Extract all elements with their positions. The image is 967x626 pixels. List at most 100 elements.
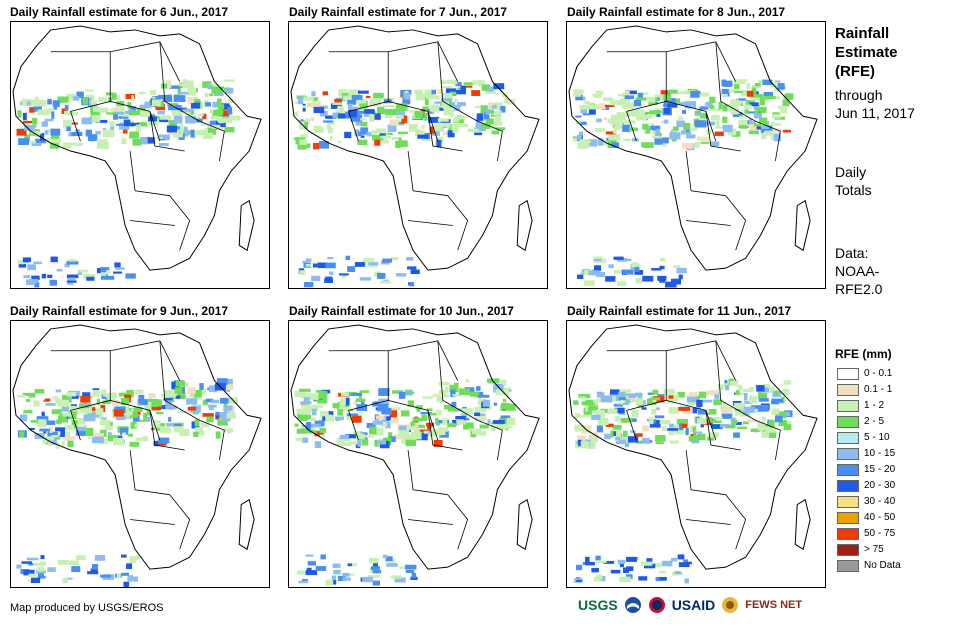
fewsnet-logo-text: FEWS NET <box>745 599 803 611</box>
rainfall-cell <box>422 106 429 112</box>
rainfall-cell <box>312 263 323 268</box>
rainfall-cell <box>60 430 65 437</box>
rainfall-cell <box>745 124 754 128</box>
rainfall-cell <box>585 407 589 412</box>
rainfall-cell <box>614 407 625 414</box>
legend-item: 10 - 15 <box>837 446 901 461</box>
rainfall-cell <box>120 410 130 418</box>
rainfall-cell <box>392 120 404 127</box>
rainfall-cell <box>469 391 480 397</box>
rainfall-cell <box>782 129 791 133</box>
rainfall-cell <box>387 135 391 139</box>
rainfall-cell <box>71 566 81 573</box>
rainfall-cell <box>331 575 336 581</box>
rainfall-cell <box>155 411 164 415</box>
rainfall-cell <box>596 425 603 433</box>
rainfall-cell <box>160 83 168 89</box>
country-border <box>50 51 111 112</box>
rainfall-cell <box>174 387 183 394</box>
product-title: Rainfall Estimate (RFE) <box>835 24 898 81</box>
rainfall-cell <box>619 561 624 568</box>
rainfall-cell <box>649 420 661 428</box>
country-border <box>427 111 463 152</box>
rainfall-cell <box>211 399 220 404</box>
rainfall-cell <box>47 431 58 437</box>
rainfall-cell <box>296 408 305 416</box>
rainfall-cell <box>669 132 681 140</box>
rainfall-cell <box>773 133 782 142</box>
rainfall-cell <box>44 118 54 122</box>
rainfall-cell <box>488 109 494 114</box>
country-border <box>715 340 756 421</box>
rainfall-cell <box>622 567 630 573</box>
rainfall-cell <box>659 257 666 262</box>
rainfall-cell <box>668 395 674 399</box>
rainfall-cell <box>491 129 499 135</box>
rainfall-cell <box>71 420 78 428</box>
rainfall-cell <box>33 261 43 265</box>
rainfall-cell <box>356 404 368 411</box>
rainfall-cell <box>66 280 77 283</box>
rainfall-cell <box>90 100 97 105</box>
rainfall-cell <box>716 120 720 129</box>
rainfall-cell <box>749 395 753 403</box>
legend-label: No Data <box>864 560 901 571</box>
rainfall-cell <box>380 133 389 139</box>
rainfall-cell <box>152 96 156 99</box>
rainfall-cell <box>482 399 491 407</box>
rainfall-cell <box>442 418 448 425</box>
legend: 0 - 0.1 0.1 - 1 1 - 2 2 - 5 5 - 10 10 - 15 15 … <box>837 366 901 574</box>
rainfall-cell <box>28 392 36 398</box>
rainfall-cell <box>346 415 351 421</box>
rainfall-cell <box>746 90 754 97</box>
rainfall-cell <box>771 398 783 403</box>
rainfall-cell <box>579 396 586 400</box>
rainfall-cell <box>366 422 376 429</box>
rainfall-cell <box>121 554 127 558</box>
rainfall-cell <box>435 417 439 425</box>
rainfall-cell <box>176 393 186 400</box>
rainfall-cell <box>485 118 494 126</box>
rainfall-cell <box>385 556 393 562</box>
rainfall-cell <box>379 280 391 284</box>
rainfall-cell <box>129 559 137 564</box>
rainfall-cell <box>429 126 435 134</box>
rainfall-cell <box>213 111 223 117</box>
rainfall-cell <box>339 406 351 412</box>
rainfall-cell <box>301 404 310 408</box>
rainfall-cell <box>106 112 117 115</box>
rainfall-cell <box>131 95 135 102</box>
rainfall-cell <box>302 105 306 109</box>
rainfall-cell <box>613 256 624 260</box>
rainfall-cell <box>663 98 676 104</box>
rainfall-cell <box>604 433 611 440</box>
rainfall-cell <box>410 431 422 440</box>
rainfall-cell <box>634 433 643 437</box>
rainfall-cell <box>35 134 40 139</box>
rainfall-cell <box>496 422 508 430</box>
rainfall-cell <box>748 118 753 125</box>
madagascar-outline <box>794 498 811 551</box>
rainfall-cell <box>87 436 92 440</box>
legend-swatch <box>837 415 859 428</box>
rainfall-cell <box>671 424 680 428</box>
panel-title-2: Daily Rainfall estimate for 7 Jun., 2017 <box>289 5 508 19</box>
rainfall-cell <box>137 399 148 406</box>
legend-label: 30 - 40 <box>864 496 896 507</box>
fewsnet-globe-icon <box>722 597 739 613</box>
rainfall-cell <box>440 86 452 89</box>
rainfall-cell <box>94 555 106 561</box>
rainfall-cell <box>398 425 407 431</box>
rainfall-cell <box>298 121 305 130</box>
rainfall-cell <box>734 410 745 416</box>
rainfall-cell <box>189 394 195 398</box>
rainfall-cell <box>101 394 108 400</box>
rainfall-cell <box>377 440 386 445</box>
rainfall-cell <box>610 430 614 438</box>
rainfall-cell <box>95 119 108 123</box>
country-border <box>328 350 389 411</box>
rainfall-cell <box>406 391 415 394</box>
rainfall-cell <box>753 396 758 402</box>
rainfall-cell <box>731 131 741 137</box>
rainfall-cell <box>739 115 745 119</box>
